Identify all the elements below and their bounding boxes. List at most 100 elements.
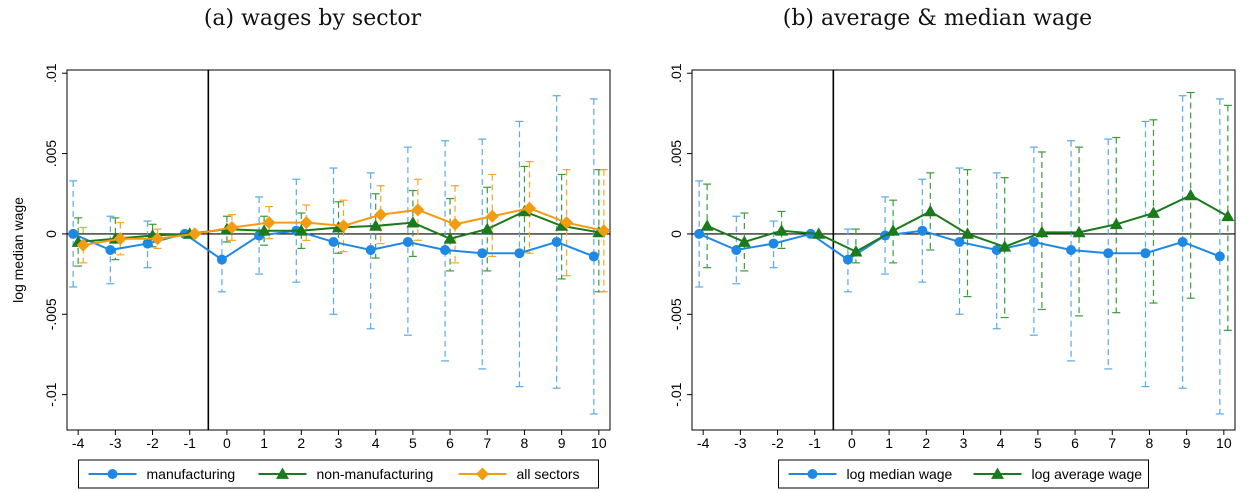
data-point (1214, 251, 1225, 262)
series-all-sectors (76, 201, 611, 252)
data-point (1184, 188, 1198, 201)
x-tick-label: 3 (960, 435, 968, 451)
data-point (768, 238, 779, 249)
x-tick-label: -1 (184, 435, 197, 451)
legend-marker (807, 469, 818, 479)
data-point (1072, 225, 1086, 238)
y-tick-label: 0 (668, 230, 684, 238)
x-tick-label: 4 (997, 435, 1005, 451)
data-point (105, 245, 116, 255)
legend-item-non-manufacturing: non-manufacturing (258, 466, 434, 482)
data-point (402, 236, 413, 247)
y-tick-label: -.01 (668, 382, 684, 406)
y-axis-label: log median wage (10, 197, 26, 303)
x-tick-label: 2 (297, 435, 305, 451)
data-point (440, 245, 451, 255)
data-point (485, 209, 499, 223)
y-tick-label: -.005 (43, 298, 59, 330)
legend-label: non-manufacturing (317, 466, 434, 482)
x-tick-label: 1 (260, 435, 268, 451)
legend-box (778, 459, 1149, 489)
data-point (560, 216, 574, 230)
x-tick-label: 9 (1183, 435, 1191, 451)
legend-marker (991, 467, 1004, 479)
y-tick-label: .01 (43, 63, 59, 83)
legend-label: log average wage (1032, 466, 1143, 482)
data-point (294, 224, 308, 236)
data-point (480, 222, 494, 234)
data-point (142, 238, 153, 249)
data-point (216, 254, 227, 265)
x-tick-label: 10 (1216, 435, 1232, 451)
legend-label: all sectors (517, 466, 580, 482)
x-tick-label: -2 (146, 435, 159, 451)
x-tick-label: 4 (372, 435, 380, 451)
data-point (374, 208, 388, 222)
panel-wages-by-sector: (a) wages by sector .01 .005 0 -.005 -.01 -4 -… (10, 6, 611, 489)
data-point (1146, 206, 1160, 218)
legend-item-all-sectors: all sectors (458, 466, 580, 482)
y-tick-label: .005 (668, 140, 684, 167)
data-point (812, 227, 826, 239)
data-point (1035, 225, 1049, 238)
y-tick-label: -.005 (668, 298, 684, 330)
x-tick-label: 0 (223, 435, 231, 451)
data-point (551, 236, 562, 247)
x-tick-label: 10 (591, 435, 607, 451)
data-point (1028, 236, 1039, 247)
data-point (700, 219, 714, 231)
data-point (923, 204, 937, 217)
legend-item-log-median-wage: log median wage (788, 466, 953, 482)
series-log-average-wage (700, 188, 1235, 257)
x-tick-label: -3 (109, 435, 122, 451)
chart-svg-a: .01 .005 0 -.005 -.01 -4 -3 -2 -1 0 1 2 3 4 5 6 7 8 9 10 log… (10, 63, 611, 489)
x-tick-label: -2 (771, 435, 784, 451)
data-point (1066, 245, 1077, 255)
x-tick-label: 3 (335, 435, 343, 451)
data-point (954, 236, 965, 247)
data-point (337, 219, 350, 233)
data-point (68, 228, 79, 239)
data-point (188, 227, 202, 241)
data-point (514, 248, 525, 259)
data-point (961, 227, 974, 239)
data-point (737, 235, 751, 247)
legend-item-log-average-wage: log average wage (973, 466, 1143, 482)
x-tick-label: 1 (885, 435, 893, 451)
x-tick-label: 5 (409, 435, 417, 451)
legend-marker (276, 467, 289, 479)
data-point (597, 224, 611, 238)
data-point (411, 203, 425, 217)
series-log-median-wage (694, 225, 1225, 265)
x-tick-label: 8 (521, 435, 529, 451)
data-point (1177, 236, 1188, 247)
data-point (477, 248, 488, 259)
x-tick-label: 6 (446, 435, 454, 451)
legend-marker (107, 469, 118, 479)
chart-svg-b: .01 .005 0 -.005 -.01 -4 -3 -2 -1 0 1 2 3 4 5 6 7 8 9 10 log… (668, 63, 1236, 489)
data-point (886, 224, 900, 236)
x-tick-label: -4 (697, 435, 710, 451)
x-tick-label: 8 (1146, 435, 1154, 451)
x-tick-label: -3 (734, 435, 747, 451)
data-point (443, 232, 457, 244)
data-point (842, 254, 853, 265)
data-point (1109, 217, 1123, 230)
data-point (517, 204, 531, 217)
x-tick-label: 9 (558, 435, 566, 451)
data-point (225, 221, 239, 234)
legend-label: manufacturing (147, 466, 236, 482)
data-point (588, 251, 599, 262)
x-tick-label: -4 (72, 435, 85, 451)
x-tick-label: 2 (922, 435, 930, 451)
x-tick-label: 5 (1034, 435, 1042, 451)
data-point (299, 216, 313, 230)
data-point (775, 224, 789, 236)
data-point (76, 238, 90, 252)
data-point (1103, 248, 1114, 259)
data-point (365, 245, 376, 255)
data-point (1221, 209, 1235, 222)
data-point (731, 245, 742, 255)
data-point (448, 217, 462, 231)
data-point (917, 225, 928, 236)
